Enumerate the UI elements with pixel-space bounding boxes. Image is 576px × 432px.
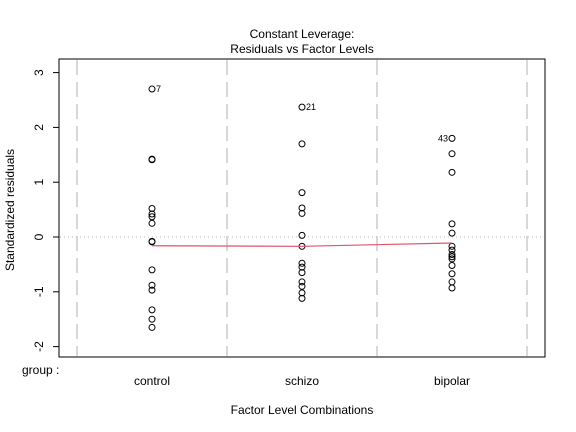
residual-points bbox=[148, 85, 456, 331]
residual-point bbox=[148, 281, 156, 289]
residual-point bbox=[298, 189, 306, 197]
residual-point bbox=[298, 269, 306, 277]
plot-frame bbox=[58, 58, 546, 358]
residual-point bbox=[298, 263, 306, 271]
residual-point bbox=[148, 266, 156, 274]
residual-point bbox=[148, 156, 156, 164]
residual-point bbox=[448, 284, 456, 292]
residual-point bbox=[448, 168, 456, 176]
residual-point bbox=[448, 278, 456, 286]
residual-point bbox=[148, 323, 156, 331]
residual-point bbox=[448, 220, 456, 228]
residual-point bbox=[148, 85, 156, 93]
y-tick-label: 0 bbox=[32, 233, 46, 240]
point-id-label: 43 bbox=[438, 133, 448, 143]
chart-title: Constant Leverage: bbox=[250, 27, 355, 41]
residual-point bbox=[148, 219, 156, 227]
residual-point bbox=[448, 253, 456, 261]
y-tick-label: 2 bbox=[32, 124, 46, 131]
residual-point bbox=[298, 204, 306, 212]
point-id-label: 7 bbox=[156, 84, 161, 94]
y-tick-label: 3 bbox=[32, 69, 46, 76]
residual-point bbox=[298, 259, 306, 267]
y-axis: -2 -1 0 1 2 3 bbox=[32, 69, 59, 352]
x-axis-categories: control schizo bipolar bbox=[134, 374, 470, 388]
y-tick-label: 1 bbox=[32, 179, 46, 186]
point-id-label: 21 bbox=[306, 102, 316, 112]
residual-point bbox=[298, 278, 306, 286]
residual-point bbox=[148, 238, 156, 246]
residual-point bbox=[148, 205, 156, 213]
residual-point bbox=[298, 103, 306, 111]
residual-point bbox=[448, 255, 456, 263]
residual-point bbox=[148, 315, 156, 323]
point-annotations: 7 21 43 bbox=[156, 84, 448, 143]
residual-point bbox=[298, 289, 306, 297]
residual-point bbox=[448, 246, 456, 254]
category-label: schizo bbox=[285, 374, 319, 388]
residual-point bbox=[298, 209, 306, 217]
residual-point bbox=[298, 294, 306, 302]
x-axis-label: Factor Level Combinations bbox=[231, 403, 374, 417]
residual-point bbox=[448, 261, 456, 269]
group-dividers bbox=[76, 60, 528, 356]
residual-point bbox=[148, 210, 156, 218]
residual-point bbox=[148, 213, 156, 221]
residual-point bbox=[448, 270, 456, 278]
residual-point bbox=[448, 251, 456, 259]
residual-point bbox=[298, 282, 306, 290]
category-label: control bbox=[134, 374, 170, 388]
y-tick-label: -1 bbox=[32, 286, 46, 297]
residual-point bbox=[148, 286, 156, 294]
residual-point bbox=[298, 140, 306, 148]
y-axis-label: Standardized residuals bbox=[3, 149, 17, 271]
residual-point bbox=[148, 306, 156, 314]
y-tick-label: -2 bbox=[32, 341, 46, 352]
smoother-line bbox=[151, 242, 453, 247]
residual-point bbox=[448, 150, 456, 158]
residual-point bbox=[448, 134, 456, 142]
residual-point bbox=[298, 231, 306, 239]
group-label: group : bbox=[22, 363, 59, 377]
chart-subtitle: Residuals vs Factor Levels bbox=[230, 42, 373, 56]
category-label: bipolar bbox=[434, 374, 470, 388]
residual-point bbox=[448, 229, 456, 237]
